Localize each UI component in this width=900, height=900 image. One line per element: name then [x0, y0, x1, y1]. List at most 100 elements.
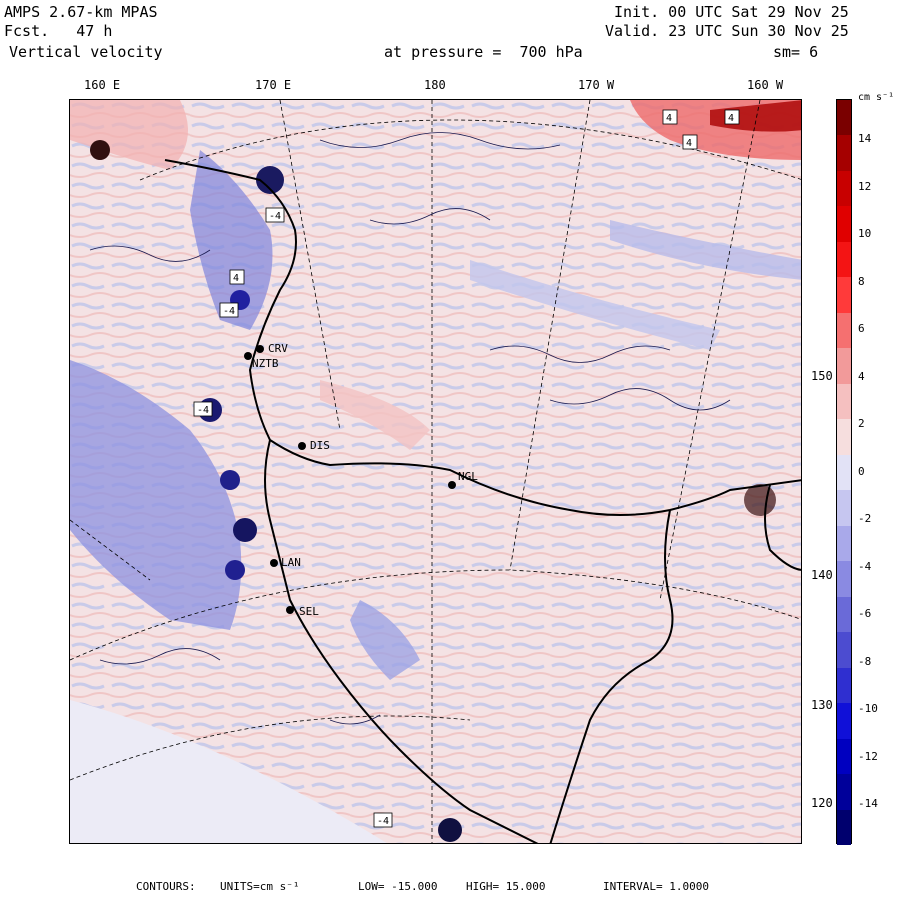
- contour-label: -4: [373, 812, 393, 828]
- contour-label-group: -4 4 -4 -4 4 4 4 -4: [193, 109, 740, 828]
- colorbar-tick-label: -4: [858, 559, 872, 573]
- colorbar-tick-label: 6: [858, 322, 865, 335]
- colorbar-tick-label: 12: [858, 179, 872, 193]
- lon-label-180: 180: [424, 78, 446, 92]
- colorbar-swatch: [837, 312, 851, 349]
- footer-units: UNITS=cm s⁻¹: [220, 880, 300, 893]
- forecast-hour: Fcst. 47 h: [4, 22, 112, 41]
- colorbar-swatch: [837, 632, 851, 669]
- graticule: [70, 100, 801, 843]
- svg-text:4: 4: [666, 113, 672, 124]
- station-sel[interactable]: SEL: [286, 605, 319, 618]
- colorbar-unit: cm s⁻¹: [858, 92, 895, 103]
- low-signal-region: [70, 700, 387, 843]
- colorbar-tick-label: 10: [858, 227, 872, 240]
- station-crv[interactable]: CRV: [256, 342, 288, 355]
- vertical-velocity-map[interactable]: -4 4 -4 -4 4 4 4 -4: [69, 99, 802, 844]
- subsidence-band: [610, 220, 801, 280]
- colorbar-swatch: [837, 809, 851, 846]
- colorbar-tick-label: -14: [858, 797, 878, 810]
- colorbar-swatch: [837, 561, 851, 598]
- colorbar-tick-label: -8: [858, 654, 872, 668]
- svg-text:-4: -4: [269, 211, 281, 222]
- subsidence-patch: [350, 600, 420, 680]
- contour-lines: [89, 132, 731, 725]
- colorbar-swatch: [837, 170, 851, 207]
- svg-text:DIS: DIS: [310, 439, 330, 452]
- pressure-level: at pressure = 700 hPa: [384, 43, 583, 62]
- footer-high: HIGH= 15.000: [466, 880, 546, 893]
- svg-text:4: 4: [728, 113, 734, 124]
- colorbar-tick-label: 0: [858, 464, 865, 478]
- colorbar-swatch: [837, 596, 851, 633]
- colorbar-tick-label: -12: [858, 749, 878, 763]
- colorbar-swatch: [837, 241, 851, 278]
- colorbar-tick-label: 14: [858, 132, 872, 145]
- station-nztb[interactable]: NZTB: [244, 352, 279, 370]
- colorbar-swatch: [837, 277, 851, 314]
- contour-label: 4: [229, 269, 245, 285]
- colorbar-tick-label: 8: [858, 274, 865, 288]
- smoothing: sm= 6: [773, 43, 819, 61]
- lon-label-170w: 170 W: [578, 78, 615, 92]
- valid-time: Valid. 23 UTC Sun 30 Nov 25: [605, 22, 849, 40]
- coastline-east: [764, 484, 801, 571]
- footer-low: LOW= -15.000: [358, 880, 438, 893]
- init-time: Init. 00 UTC Sat 29 Nov 25: [614, 3, 849, 21]
- colorbar-swatch: [837, 100, 851, 136]
- colorbar-swatch: [837, 348, 851, 385]
- station-ngl[interactable]: NGL: [448, 470, 478, 489]
- ascent-band: [320, 380, 430, 450]
- svg-text:4: 4: [686, 138, 692, 149]
- colorbar-tick-label: -10: [858, 702, 878, 715]
- colorbar-swatch: [837, 667, 851, 704]
- colorbar-swatch: [837, 383, 851, 420]
- coastline-ross-ice-shelf: [164, 159, 801, 516]
- svg-text:NGL: NGL: [458, 470, 478, 483]
- colorbar-swatch: [837, 490, 851, 527]
- svg-text:4: 4: [233, 273, 239, 284]
- colorbar-swatch: [837, 525, 851, 562]
- colorbar-tick-label: -2: [858, 512, 872, 525]
- pressure-value: 700 hPa: [519, 43, 583, 61]
- subsidence-band-2: [470, 260, 720, 350]
- subsidence-region-north: [190, 150, 273, 330]
- colorbar-swatch: [837, 454, 851, 491]
- lon-label-160w: 160 W: [747, 78, 784, 92]
- lon-label-160e: 160 E: [84, 78, 121, 92]
- colorbar-swatch: [837, 738, 851, 775]
- lon-label-170e: 170 E: [255, 78, 292, 92]
- colorbar-swatch: [837, 135, 851, 172]
- coastline-transantarctic: [264, 439, 539, 843]
- svg-text:SEL: SEL: [299, 605, 319, 618]
- colorbar-swatch: [837, 206, 851, 243]
- svg-text:NZTB: NZTB: [252, 357, 279, 370]
- colorbar-swatch: [837, 703, 851, 740]
- contour-label: 4: [662, 109, 678, 125]
- station-dis[interactable]: DIS: [298, 439, 330, 452]
- pressure-label: at pressure =: [384, 43, 502, 61]
- svg-text:LAN: LAN: [281, 556, 301, 569]
- colorbar-swatch: [837, 774, 851, 811]
- contour-label: -4: [193, 401, 213, 417]
- field-name: Vertical velocity: [9, 43, 163, 61]
- colorbar-tick-label: -6: [858, 607, 872, 620]
- coastline-marie-byrd: [549, 509, 674, 843]
- model-title: AMPS 2.67-km MPAS: [4, 3, 158, 21]
- contour-label: -4: [265, 207, 285, 223]
- contour-label: 4: [724, 109, 740, 125]
- station-lan[interactable]: LAN: [270, 556, 301, 569]
- svg-text:CRV: CRV: [268, 342, 288, 355]
- map-svg: -4 4 -4 -4 4 4 4 -4: [70, 100, 801, 843]
- contour-label: -4: [219, 302, 239, 318]
- convective-cores: [90, 140, 776, 842]
- colorbar-tick-label: 2: [858, 417, 865, 430]
- svg-text:-4: -4: [377, 816, 389, 827]
- ascent-region-nw: [70, 100, 188, 170]
- colorbar-tick-label: 4: [858, 369, 865, 383]
- contour-label: 4: [682, 134, 698, 150]
- subsidence-region: [70, 360, 242, 630]
- footer-contours: CONTOURS:: [136, 880, 196, 893]
- footer-interval: INTERVAL= 1.0000: [603, 880, 709, 893]
- colorbar: [836, 99, 852, 846]
